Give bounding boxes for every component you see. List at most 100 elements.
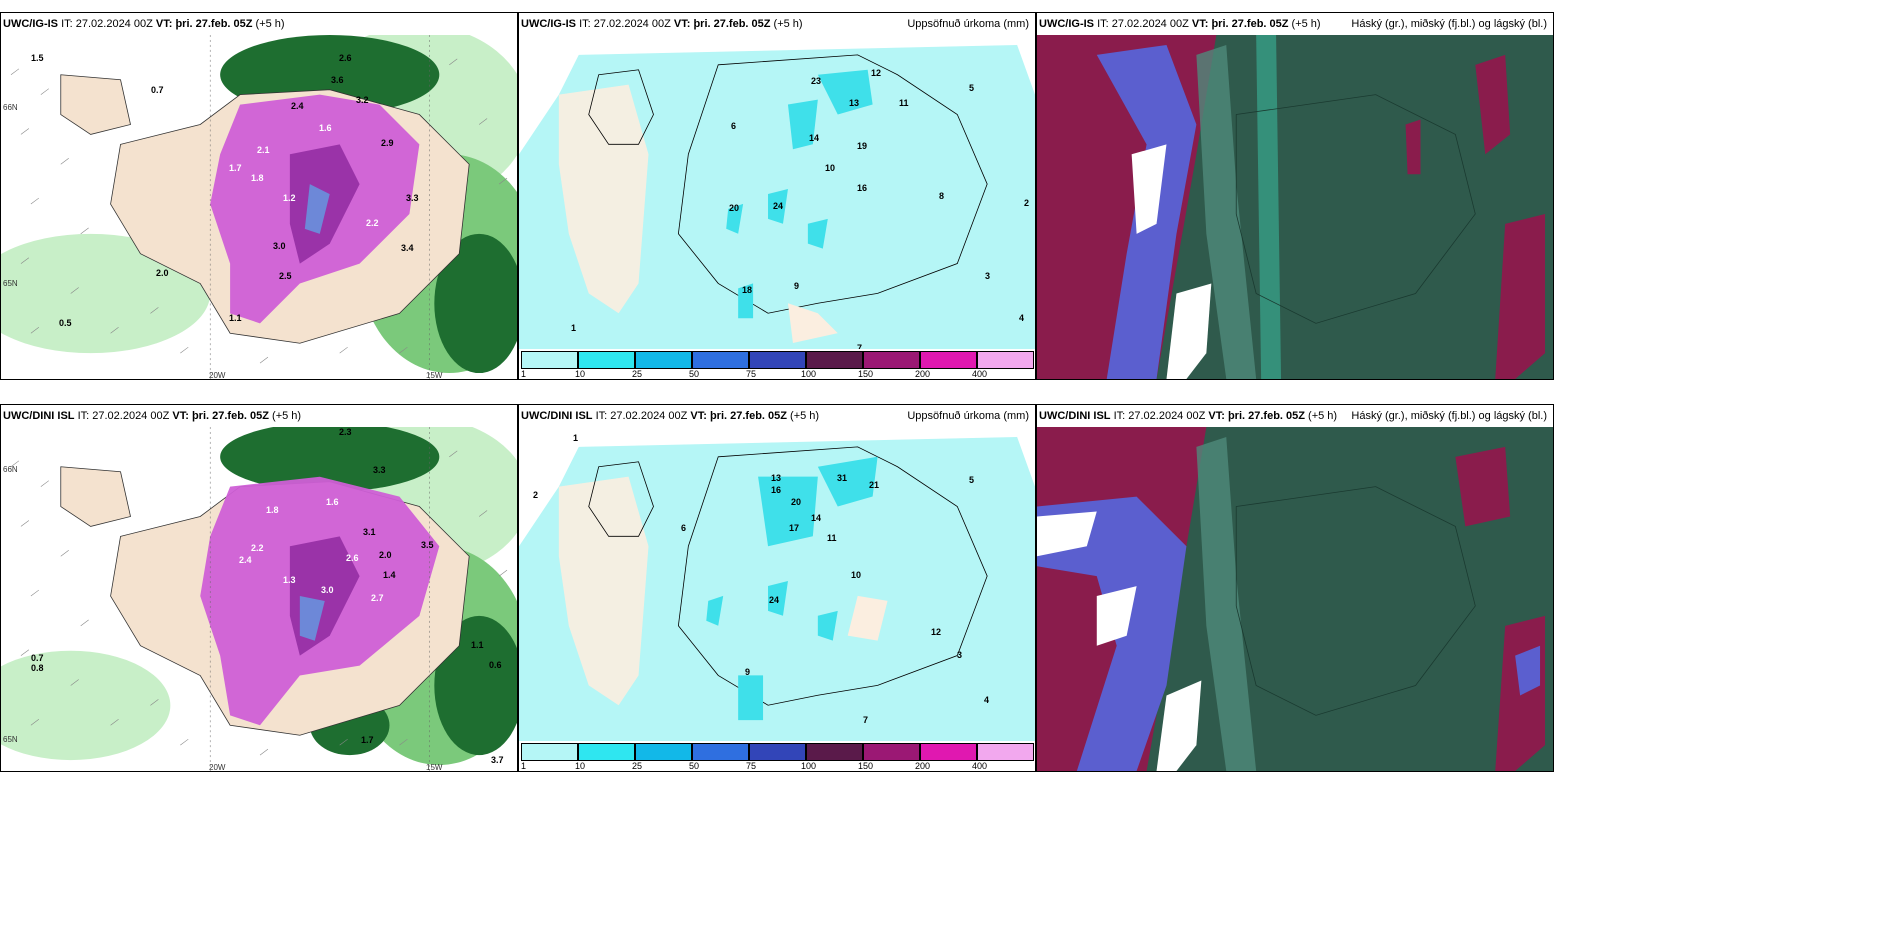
it-label: IT:: [61, 18, 73, 30]
vt-label: VT:: [690, 410, 707, 422]
precip-label: 10: [825, 163, 836, 173]
panel-header: UWC/IG-IS IT: 27.02.2024 00Z VT: þri. 27…: [1, 13, 517, 35]
legend-tick: 10: [575, 761, 586, 771]
precip-label: 17: [789, 523, 800, 533]
legend-swatch: [521, 743, 578, 761]
snow-label: 1.8: [251, 173, 264, 183]
lon-label: 20W: [209, 371, 226, 380]
snow-label: 1.1: [471, 640, 484, 650]
precip-panel-top: UWC/IG-IS IT: 27.02.2024 00Z VT: þri. 27…: [518, 12, 1036, 380]
legend-tick: 200: [915, 761, 931, 771]
precip-label: 11: [899, 98, 909, 108]
vt-label: VT:: [673, 18, 691, 30]
snow-label: 3.3: [373, 465, 386, 475]
panel-header: UWC/DINI ISL IT: 27.02.2024 00Z VT: þri.…: [1, 405, 517, 427]
legend-tick: 10: [575, 369, 586, 379]
vt-value: þri. 27.feb. 05Z: [1211, 18, 1289, 30]
legend-tick: 75: [746, 761, 757, 771]
precip-label: 31: [837, 473, 848, 483]
snow-label: 2.4: [291, 101, 304, 111]
it-value: 27.02.2024 00Z: [1111, 18, 1189, 30]
legend-swatch: [635, 351, 692, 369]
precip-label: 5: [969, 83, 975, 93]
precip-label: 20: [791, 497, 802, 507]
legend-swatch: [806, 743, 863, 761]
snow-label: 2.3: [339, 427, 352, 437]
lat-label: 65N: [3, 735, 18, 744]
precip-label: 7: [863, 715, 869, 725]
legend-swatch: [863, 743, 920, 761]
legend-tick: 25: [632, 369, 643, 379]
lat-label: 65N: [3, 279, 18, 288]
lon-label: 15W: [426, 763, 443, 772]
vt-label: VT:: [155, 18, 173, 30]
precip-label: 12: [931, 627, 942, 637]
it-value: 27.02.2024 00Z: [1128, 410, 1206, 422]
snow-label: 1.6: [326, 497, 339, 507]
snow-label: 0.8: [31, 663, 44, 673]
snow-label: 3.0: [273, 241, 286, 251]
snow-label: 3.7: [491, 755, 504, 765]
it-value: 27.02.2024 00Z: [610, 410, 688, 422]
precip-map: [519, 427, 1035, 741]
precip-legend: 1 10 25 50 75 100 150 200 400: [519, 349, 1035, 379]
legend-tick: 150: [858, 761, 874, 771]
snow-label: 1.2: [283, 193, 296, 203]
snow-label: 1.8: [266, 505, 279, 515]
legend-swatch: [920, 743, 977, 761]
precip-label: 16: [857, 183, 868, 193]
snow-map: [1, 427, 517, 771]
legend-swatch: [749, 743, 806, 761]
precip-panel-bottom: UWC/DINI ISL IT: 27.02.2024 00Z VT: þri.…: [518, 404, 1036, 772]
lat-label: 66N: [3, 103, 18, 112]
legend-tick: 150: [858, 369, 874, 379]
snow-label: 2.0: [156, 268, 169, 278]
it-label: IT:: [595, 410, 608, 422]
legend-swatch: [635, 743, 692, 761]
legend-tick: 75: [746, 369, 757, 379]
cloud-map: [1037, 427, 1553, 771]
lead-time: (+5 h): [255, 18, 285, 30]
precip-label: 12: [871, 68, 882, 78]
vt-value: þri. 27.feb. 05Z: [1227, 410, 1305, 422]
precip-map: [519, 35, 1035, 349]
legend-swatch: [920, 351, 977, 369]
legend-swatch: [692, 743, 749, 761]
cloud-title: Háský (gr.), miðský (fj.bl.) og lágský (…: [1351, 410, 1547, 422]
it-value: 27.02.2024 00Z: [92, 410, 170, 422]
panel-header: UWC/DINI ISL IT: 27.02.2024 00Z VT: þri.…: [519, 405, 1035, 427]
snow-label: 3.4: [401, 243, 414, 253]
snow-label: 0.5: [59, 318, 72, 328]
precip-legend: 1 10 25 50 75 100 150 200 400: [519, 741, 1035, 771]
legend-tick: 100: [801, 761, 817, 771]
model-name: UWC/DINI ISL: [521, 410, 593, 422]
precip-label: 5: [969, 475, 975, 485]
precip-label: 18: [742, 285, 753, 295]
precip-label: 3: [985, 271, 991, 281]
snow-wind-panel-top: UWC/IG-IS IT: 27.02.2024 00Z VT: þri. 27…: [0, 12, 518, 380]
model-name: UWC/IG-IS: [521, 18, 576, 30]
precip-label: 1: [571, 323, 577, 333]
cloud-map: [1037, 35, 1553, 379]
snow-label: 0.7: [31, 653, 44, 663]
precip-label: 8: [939, 191, 945, 201]
model-name: UWC/DINI ISL: [3, 410, 75, 422]
legend-tick: 1: [521, 761, 527, 771]
snow-label: 3.2: [356, 95, 369, 105]
legend-swatch: [578, 351, 635, 369]
precip-label: 10: [851, 570, 862, 580]
it-label: IT:: [77, 410, 90, 422]
snow-label: 1.5: [31, 53, 44, 63]
it-label: IT:: [579, 18, 591, 30]
precip-label: 2: [1024, 198, 1030, 208]
snow-label: 3.5: [421, 540, 434, 550]
precip-title: Uppsöfnuð úrkoma (mm): [907, 18, 1029, 30]
snow-label: 2.2: [251, 543, 264, 553]
model-name: UWC/IG-IS: [3, 18, 58, 30]
cloud-title: Háský (gr.), miðský (fj.bl.) og lágský (…: [1351, 18, 1547, 30]
lon-label: 20W: [209, 763, 226, 772]
snow-label: 2.9: [381, 138, 394, 148]
snow-label: 1.4: [383, 570, 396, 580]
it-label: IT:: [1113, 410, 1126, 422]
snow-label: 3.6: [331, 75, 344, 85]
